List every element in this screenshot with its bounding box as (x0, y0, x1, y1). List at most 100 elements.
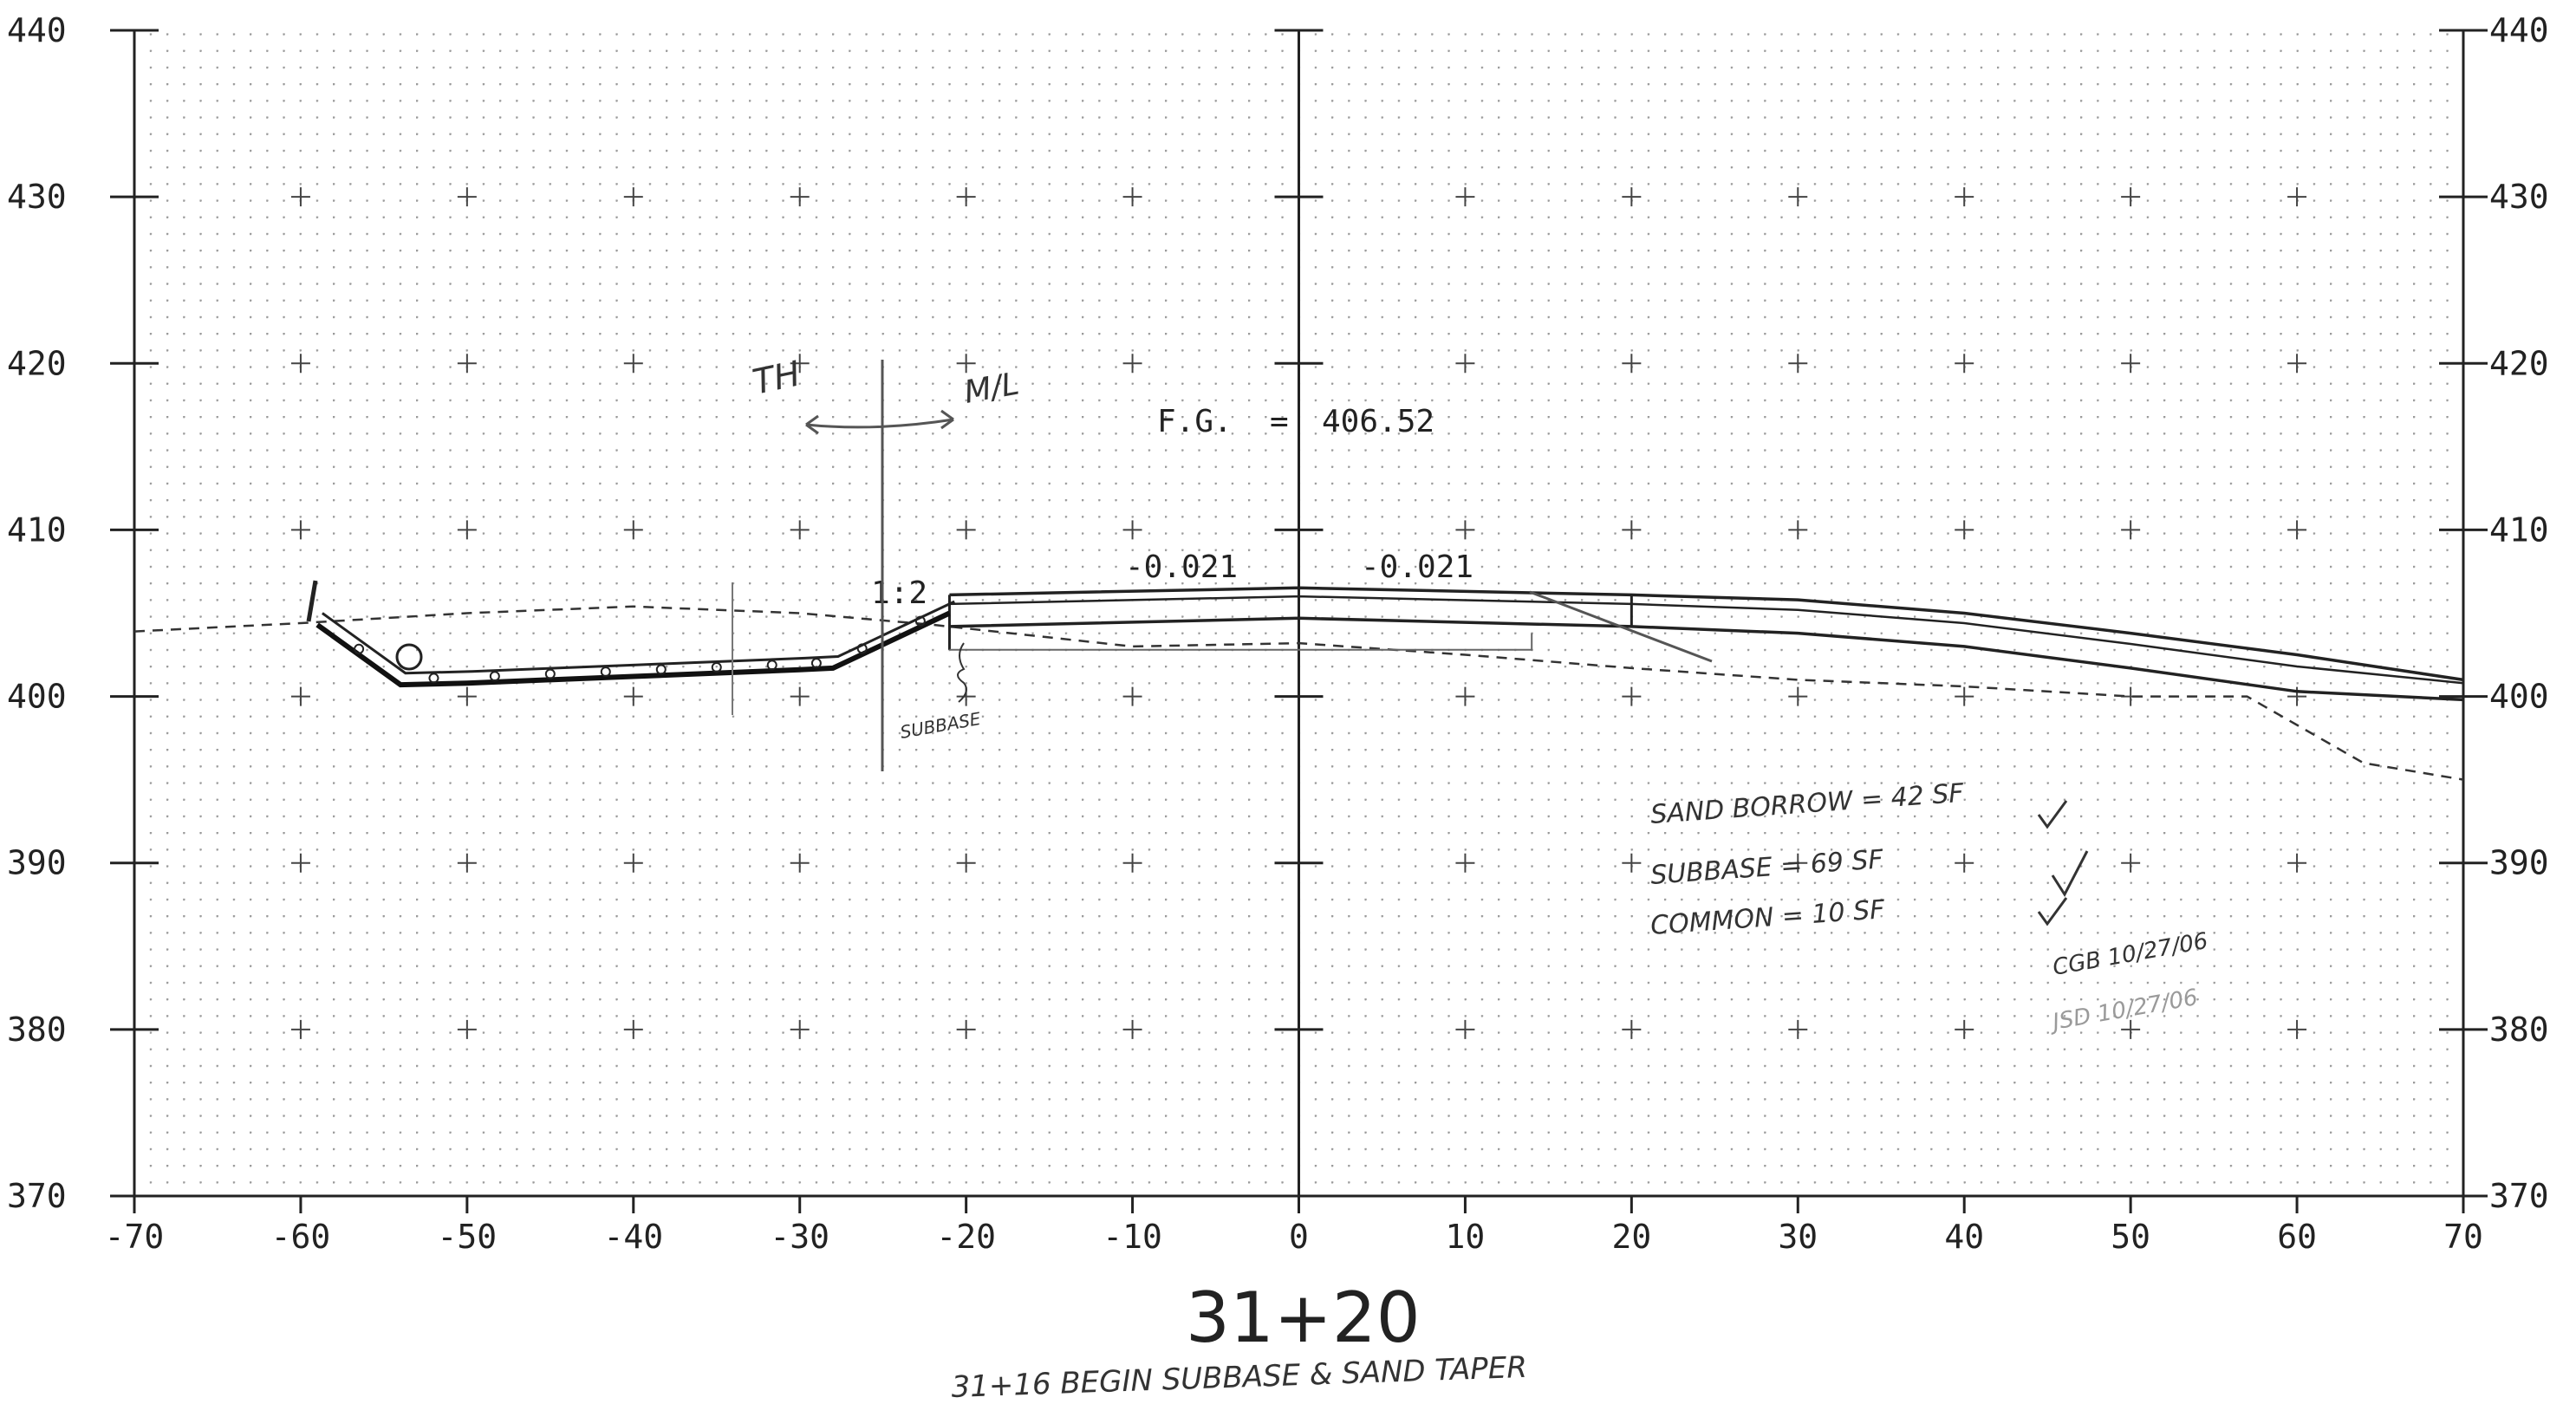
grid-plus-icon (790, 354, 810, 374)
grid-plus-icon (2287, 853, 2307, 873)
y-tick-label-right: 380 (2489, 1011, 2549, 1049)
grid-plus-icon (1455, 187, 1475, 207)
x-tick-label: 10 (1446, 1218, 1486, 1256)
stone-fill-icon (711, 661, 722, 673)
grid-plus-icon (457, 187, 477, 207)
grid-plus-icon (290, 686, 310, 706)
grid-plus-icon (1622, 686, 1642, 706)
grid-plus-icon (457, 686, 477, 706)
grid-plus-icon (1622, 187, 1642, 207)
grid-plus-icon (1788, 1019, 1808, 1039)
finished-grade-top-line (949, 586, 2464, 682)
grid-plus-icon (1122, 187, 1142, 207)
footer-note: 31+16 BEGIN SUBBASE & SAND TAPER (951, 1350, 1528, 1405)
grid-plus-icon (956, 187, 976, 207)
grid-plus-icon (457, 520, 477, 540)
x-tick-label: -10 (1103, 1218, 1162, 1256)
subbase-limit-line (949, 633, 1533, 651)
y-tick-label-left: 410 (7, 510, 67, 549)
grid-plus-icon (2121, 354, 2141, 374)
grid-plus-icon (1622, 520, 1642, 540)
stone-fill-icon (428, 673, 439, 684)
grid-plus-icon (1955, 686, 1974, 706)
grid-plus-icon (2287, 354, 2307, 374)
axes (110, 29, 2488, 1213)
grid-plus-icon (2287, 1019, 2307, 1039)
stone-fill-icon (544, 668, 556, 679)
subbase-brace-icon (957, 642, 967, 703)
check-mark-icon (2051, 850, 2089, 897)
th-note: TH (750, 354, 804, 402)
y-tick-label-right: 420 (2489, 344, 2549, 382)
grid-plus-icon (790, 1019, 810, 1039)
y-tick-label-right: 400 (2489, 678, 2549, 716)
grid-plus-icon (1122, 686, 1142, 706)
x-tick-label: 40 (1944, 1218, 1984, 1256)
pavement-course-line (949, 595, 2464, 685)
finished-grade-label: F.G. (1157, 404, 1233, 439)
x-tick-label: -50 (438, 1218, 498, 1256)
ditch-lining-bottom (315, 610, 951, 688)
grid-plus-icon (290, 520, 310, 540)
grid-plus-icon (623, 1019, 643, 1039)
grid-plus-icon (623, 853, 643, 873)
grid-plus-icon (790, 686, 810, 706)
y-tick-label-left: 420 (7, 344, 67, 382)
grid-plus-icon (457, 853, 477, 873)
finished-grade-base-line (949, 616, 2464, 702)
x-tick-label: -70 (105, 1218, 165, 1256)
grid-plus-icon (290, 187, 310, 207)
stone-fill-icon (914, 615, 926, 627)
side-slope-label: 1:2 (871, 575, 927, 611)
x-tick-label: 70 (2443, 1218, 2483, 1256)
y-tick-label-right: 430 (2489, 178, 2549, 216)
grid-plus-icon (457, 1019, 477, 1039)
grid-plus-icon (623, 686, 643, 706)
left-edge-mark (306, 580, 318, 622)
finished-grade-equals: = (1270, 404, 1289, 439)
stone-fill-icon (489, 671, 500, 682)
grid-plus-icon (2287, 187, 2307, 207)
stone-fill-icon (354, 643, 365, 654)
y-tick-label-left: 380 (7, 1011, 67, 1049)
grid-plus-icon (457, 354, 477, 374)
grid-plus-icon (2121, 1019, 2141, 1039)
grid-plus-icon (790, 187, 810, 207)
grid-plus-icon (956, 520, 976, 540)
grid-plus-icon (1455, 853, 1475, 873)
grid-plus-icon (290, 853, 310, 873)
y-tick-label-right: 410 (2489, 510, 2549, 549)
grid-plus-icon (290, 354, 310, 374)
x-tick-label: -20 (936, 1218, 996, 1256)
taper-line (1529, 590, 1713, 663)
grid-plus-icon (1955, 187, 1974, 207)
y-tick-label-left: 440 (7, 11, 67, 49)
grid-plus-icon (1455, 1019, 1475, 1039)
check-mark-icon (2037, 800, 2068, 829)
grid-plus-icon (290, 1019, 310, 1039)
y-tick-label-left: 390 (7, 844, 67, 882)
x-tick-label: 20 (1611, 1218, 1651, 1256)
grid-plus-icon (1788, 853, 1808, 873)
grid-plus-icon (2287, 520, 2307, 540)
th-ml-arrow-icon (805, 409, 954, 435)
grid-plus-icon (623, 187, 643, 207)
slope-left-label: -0.021 (1125, 549, 1238, 585)
y-tick-label-right: 440 (2489, 11, 2549, 49)
station-label: 31+20 (1186, 1277, 1421, 1358)
grid-plus-icon (1455, 520, 1475, 540)
slope-right-label: -0.021 (1361, 549, 1473, 585)
stone-fill-icon (856, 643, 868, 654)
grid-plus-icon (1455, 686, 1475, 706)
grid-plus-icon (790, 520, 810, 540)
x-tick-label: 60 (2277, 1218, 2317, 1256)
y-tick-label-right: 370 (2489, 1177, 2549, 1215)
ditch-lining-top (322, 600, 955, 675)
grid-plus-icon (1455, 354, 1475, 374)
grid-plus-icon (1622, 853, 1642, 873)
grid-plus-icon (956, 853, 976, 873)
x-tick-label: -30 (770, 1218, 829, 1256)
finished-grade-value: 406.52 (1322, 404, 1434, 439)
